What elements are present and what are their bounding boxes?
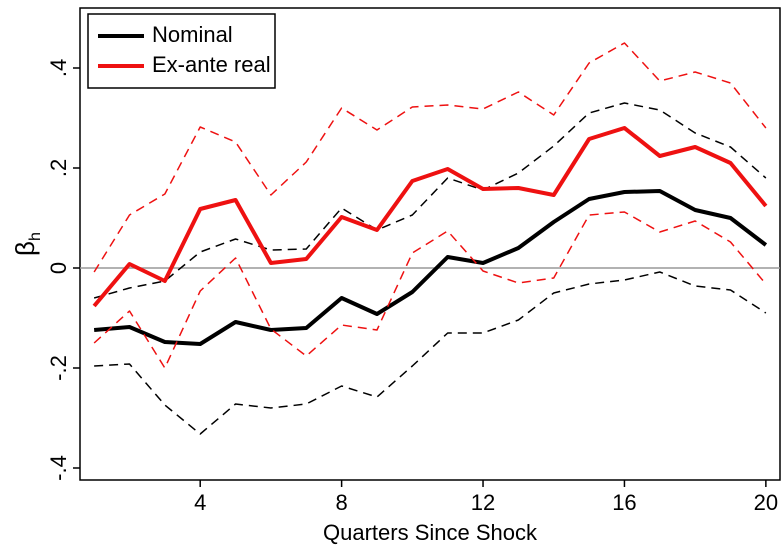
y-tick-label: -.2 bbox=[46, 355, 71, 381]
x-tick-label: 16 bbox=[612, 490, 636, 515]
y-tick-label: .2 bbox=[46, 159, 71, 177]
x-tick-label: 8 bbox=[335, 490, 347, 515]
y-tick-label: -.4 bbox=[46, 455, 71, 481]
ci-line bbox=[93, 42, 767, 273]
ci-line bbox=[93, 211, 767, 369]
y-label-sub: h bbox=[27, 232, 44, 241]
legend-label: Ex-ante real bbox=[152, 52, 271, 77]
ci-line bbox=[94, 271, 767, 435]
legend-box bbox=[87, 13, 276, 89]
x-tick-label: 20 bbox=[754, 490, 778, 515]
plot-frame bbox=[79, 7, 781, 481]
ci-line bbox=[93, 102, 767, 299]
x-tick-label: 12 bbox=[471, 490, 495, 515]
x-tick-label: 4 bbox=[194, 490, 206, 515]
series-line bbox=[93, 189, 768, 346]
series-line bbox=[92, 126, 768, 308]
x-axis-label: Quarters Since Shock bbox=[323, 520, 538, 545]
y-tick-label: 0 bbox=[46, 262, 71, 274]
y-axis-label: βh bbox=[10, 232, 44, 256]
y-tick-label: .4 bbox=[46, 59, 71, 77]
legend-label: Nominal bbox=[152, 22, 233, 47]
y-label-main: β bbox=[10, 241, 40, 256]
